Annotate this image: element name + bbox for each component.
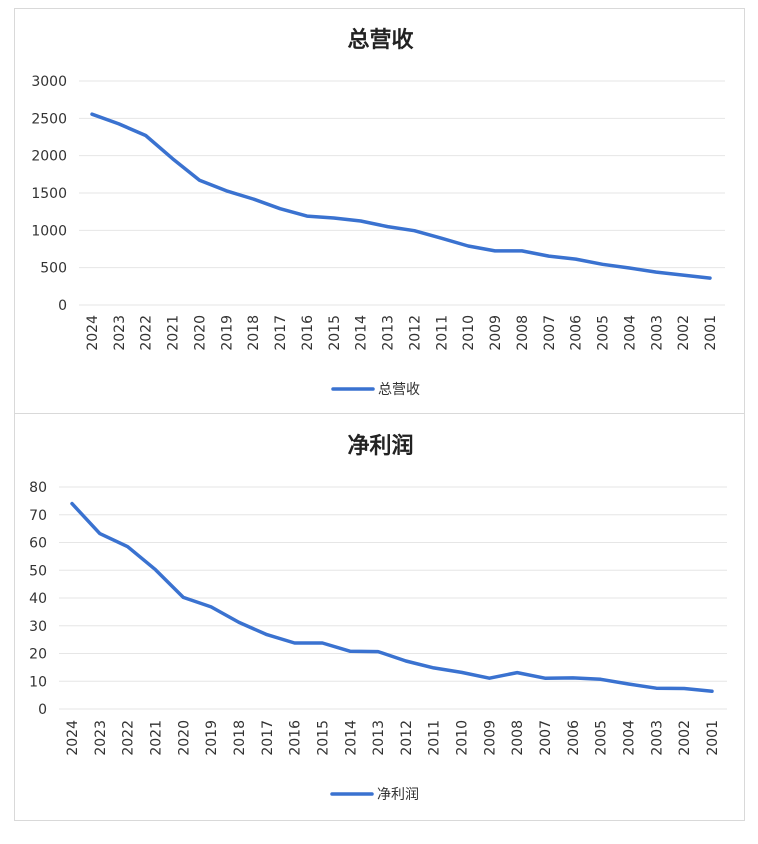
chart-title: 总营收 (347, 27, 413, 53)
net-profit-line-chart: 净利润 0 10 20 30 40 50 60 70 80 2024 2023 2022 2021 2020… (29, 433, 727, 803)
x-tick-label: 2019 (219, 315, 235, 351)
x-tick-label: 2018 (246, 315, 262, 351)
x-tick-label: 2001 (705, 720, 721, 756)
x-tick-label: 2008 (515, 315, 531, 351)
x-tick-label: 2022 (139, 315, 155, 351)
x-tick-label: 2017 (273, 315, 289, 351)
y-tick-label: 500 (40, 261, 67, 277)
revenue-chart-panel: 总营收 0 500 1000 1500 2000 2500 3000 2024 2023 2022 2… (14, 8, 745, 414)
x-tick-label: 2006 (569, 315, 585, 351)
x-tick-label: 2023 (112, 315, 128, 351)
x-tick-label: 2001 (703, 315, 719, 351)
x-tick-label: 2019 (204, 720, 220, 756)
chart-title: 净利润 (347, 433, 413, 459)
x-tick-label: 2010 (461, 315, 477, 351)
y-tick-label: 1000 (31, 223, 67, 239)
legend-label: 净利润 (377, 787, 419, 803)
x-tick-label: 2006 (566, 720, 582, 756)
x-tick-label: 2018 (232, 720, 248, 756)
x-tick-label: 2013 (381, 315, 397, 351)
x-tick-label: 2020 (176, 720, 192, 756)
y-tick-label: 3000 (31, 74, 67, 90)
x-tick-label: 2007 (542, 315, 558, 351)
x-tick-label: 2002 (676, 315, 692, 351)
x-tick-label: 2011 (427, 720, 443, 756)
x-tick-label: 2014 (343, 720, 359, 756)
y-tick-label: 30 (29, 619, 47, 635)
x-tick-label: 2013 (371, 720, 387, 756)
x-tick-label: 2002 (677, 720, 693, 756)
x-tick-label: 2008 (510, 720, 526, 756)
x-tick-label: 2005 (594, 720, 610, 756)
x-tick-label: 2010 (455, 720, 471, 756)
x-tick-label: 2003 (649, 720, 665, 756)
x-tick-label: 2012 (407, 315, 423, 351)
series-line (70, 501, 714, 693)
x-tick-label: 2011 (434, 315, 450, 351)
revenue-line-chart: 总营收 0 500 1000 1500 2000 2500 3000 2024 2023 2022 2… (31, 27, 725, 398)
x-tick-label: 2022 (121, 720, 137, 756)
y-tick-label: 50 (29, 563, 47, 579)
x-tick-label: 2016 (300, 315, 316, 351)
x-tick-label: 2024 (85, 315, 101, 351)
x-tick-label: 2021 (148, 720, 164, 756)
x-tick-label: 2024 (65, 720, 81, 756)
x-tick-label: 2007 (538, 720, 554, 756)
x-tick-label: 2020 (192, 315, 208, 351)
y-tick-label: 0 (38, 702, 47, 718)
x-tick-label: 2015 (327, 315, 343, 351)
y-tick-label: 2000 (31, 149, 67, 165)
legend-label: 总营收 (378, 382, 420, 398)
x-tick-label: 2021 (166, 315, 182, 351)
x-tick-label: 2005 (596, 315, 612, 351)
y-tick-label: 80 (29, 480, 47, 496)
x-tick-label: 2012 (399, 720, 415, 756)
y-tick-label: 40 (29, 591, 47, 607)
x-tick-label: 2004 (622, 315, 638, 351)
x-tick-label: 2014 (354, 315, 370, 351)
y-tick-label: 0 (58, 298, 67, 314)
y-tick-label: 1500 (31, 186, 67, 202)
y-tick-label: 20 (29, 647, 47, 663)
x-tick-label: 2003 (649, 315, 665, 351)
x-tick-label: 2015 (315, 720, 331, 756)
x-tick-label: 2016 (288, 720, 304, 756)
x-tick-label: 2004 (622, 720, 638, 756)
y-tick-label: 2500 (31, 111, 67, 127)
x-tick-label: 2009 (482, 720, 498, 756)
y-tick-label: 60 (29, 536, 47, 552)
x-tick-label: 2017 (260, 720, 276, 756)
y-tick-label: 10 (29, 674, 47, 690)
net-profit-chart-panel: 净利润 0 10 20 30 40 50 60 70 80 2024 2023 2022 2021 2020… (14, 413, 745, 821)
x-tick-label: 2009 (488, 315, 504, 351)
x-tick-label: 2023 (93, 720, 109, 756)
series-line (90, 112, 712, 280)
y-tick-label: 70 (29, 508, 47, 524)
